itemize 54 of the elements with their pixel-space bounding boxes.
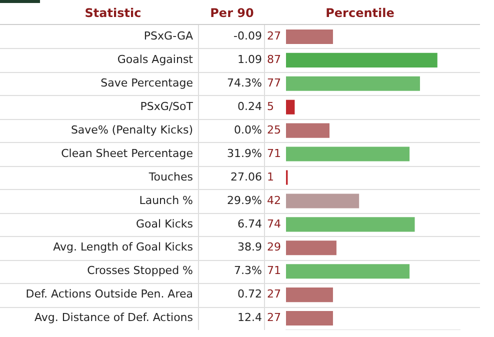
bar xyxy=(286,100,295,114)
text: 74.3% xyxy=(227,76,262,90)
text: 0.24 xyxy=(238,100,262,113)
text: Per 90 xyxy=(210,6,254,20)
data-label: 87 xyxy=(267,53,281,66)
data-label: 27 xyxy=(267,311,281,324)
text: 29.9% xyxy=(227,194,262,207)
bar xyxy=(286,76,420,91)
y-tick-label: Clean Sheet Percentage xyxy=(61,146,194,160)
text: 12.4 xyxy=(238,311,262,324)
y-tick-label: PSxG/SoT xyxy=(140,100,194,113)
bar xyxy=(286,264,410,279)
bar xyxy=(286,240,336,256)
data-label: 71 xyxy=(267,264,281,278)
data-label: 1 xyxy=(267,170,274,184)
y-tick-label: Avg. Distance of Def. Actions xyxy=(34,311,194,324)
text: 31.9% xyxy=(227,146,262,160)
data-label: 27 xyxy=(267,30,281,43)
data-label: 27 xyxy=(267,288,281,301)
y-tick-label: Save% (Penalty Kicks) xyxy=(70,123,193,136)
text: 27.06 xyxy=(230,170,262,184)
bar xyxy=(286,217,415,232)
bar xyxy=(286,52,438,68)
y-tick-label: Save Percentage xyxy=(100,76,194,90)
y-tick-label: PSxG-GA xyxy=(144,30,194,43)
data-label: 29 xyxy=(267,240,281,254)
y-tick-label: Avg. Length of Goal Kicks xyxy=(53,240,194,254)
data-label: 74 xyxy=(267,217,281,230)
bar xyxy=(286,29,333,44)
bar xyxy=(286,123,330,138)
data-label: 25 xyxy=(267,123,281,136)
data-label: 42 xyxy=(267,194,281,207)
y-tick-label: Goal Kicks xyxy=(136,217,194,230)
y-tick-label: Def. Actions Outside Pen. Area xyxy=(26,288,193,301)
text: 1.09 xyxy=(238,53,262,66)
text: 0.72 xyxy=(238,288,262,301)
bar xyxy=(286,146,410,162)
text: -0.09 xyxy=(234,30,262,43)
bar xyxy=(286,194,360,208)
y-tick-label: Goals Against xyxy=(117,53,194,66)
data-label: 5 xyxy=(267,100,274,113)
y-tick-label: Touches xyxy=(148,170,194,184)
text: 0.0% xyxy=(234,123,262,136)
y-tick-label: Crosses Stopped % xyxy=(87,264,193,278)
text: 7.3% xyxy=(234,264,262,278)
text: Statistic xyxy=(84,6,142,20)
bar xyxy=(286,310,333,326)
data-label: 71 xyxy=(267,146,281,160)
bar xyxy=(286,288,333,302)
text: 6.74 xyxy=(238,217,262,230)
y-tick-label: Launch % xyxy=(139,194,193,207)
text: Percentile xyxy=(326,6,394,20)
data-label: 77 xyxy=(267,76,281,90)
text: 38.9 xyxy=(238,240,262,254)
